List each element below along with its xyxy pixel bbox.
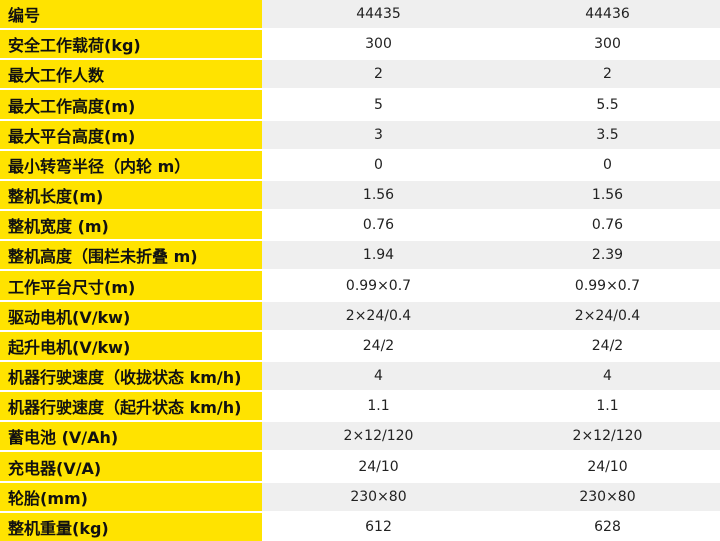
row-label: 工作平台尺寸(m) xyxy=(0,271,262,300)
row-label: 最小转弯半径（内轮 m） xyxy=(0,150,262,179)
row-label: 整机宽度 (m) xyxy=(0,211,262,240)
row-label: 编号 xyxy=(0,0,262,29)
row-value: 0.76 xyxy=(591,217,624,234)
row-value: 2×24/0.4 xyxy=(495,301,720,330)
row-value: 628 xyxy=(594,518,621,535)
row-value: 612 xyxy=(365,518,392,535)
row-value: 3.5 xyxy=(495,120,720,149)
row-value: 2×12/120 xyxy=(495,422,720,451)
row-label: 轮胎(mm) xyxy=(0,482,262,511)
row-label: 安全工作载荷(kg) xyxy=(0,30,262,59)
row-value: 1.94 xyxy=(262,241,495,270)
row-label: 最大工作人数 xyxy=(0,60,262,89)
row-value: 0.76 xyxy=(362,217,395,234)
row-value: 4 xyxy=(262,361,495,391)
row-value: 2×12/120 xyxy=(262,422,495,451)
row-value: 1.1 xyxy=(596,398,619,415)
row-value: 5 xyxy=(374,96,383,113)
row-value: 0 xyxy=(603,156,612,173)
row-value: 300 xyxy=(594,36,621,53)
row-label: 充电器(V/A) xyxy=(0,452,262,481)
row-label: 蓄电池 (V/Ah) xyxy=(0,422,262,451)
row-label: 最大平台高度(m) xyxy=(0,120,262,149)
row-value: 4 xyxy=(495,361,720,391)
row-value: 0.99×0.7 xyxy=(345,277,412,294)
row-value: 24/10 xyxy=(587,458,628,475)
row-label: 机器行驶速度（收拢状态 km/h) xyxy=(0,361,262,391)
row-value: 0 xyxy=(374,156,383,173)
row-value: 230×80 xyxy=(262,482,495,511)
row-value: 230×80 xyxy=(495,482,720,511)
row-label: 整机重量(kg) xyxy=(0,512,262,541)
row-label: 机器行驶速度（起升状态 km/h) xyxy=(0,392,262,421)
row-value: 2×24/0.4 xyxy=(262,301,495,330)
row-value: 2 xyxy=(495,60,720,89)
row-value: 24/10 xyxy=(358,458,399,475)
row-label: 整机高度（围栏未折叠 m) xyxy=(0,241,262,270)
row-value: 1.56 xyxy=(262,180,495,210)
row-value: 24/2 xyxy=(362,337,395,354)
row-value: 2 xyxy=(262,60,495,89)
row-value: 1.1 xyxy=(367,398,390,415)
row-value: 3 xyxy=(262,120,495,149)
row-label: 整机长度(m) xyxy=(0,180,262,210)
row-value: 1.56 xyxy=(495,180,720,210)
row-value: 44435 xyxy=(262,0,495,29)
row-label: 起升电机(V/kw) xyxy=(0,331,262,360)
row-value: 5.5 xyxy=(596,96,619,113)
row-label: 最大工作高度(m) xyxy=(0,90,262,119)
row-value: 44436 xyxy=(495,0,720,29)
row-value: 300 xyxy=(365,36,392,53)
row-value: 24/2 xyxy=(591,337,624,354)
row-value: 0.99×0.7 xyxy=(574,277,641,294)
row-label: 驱动电机(V/kw) xyxy=(0,301,262,330)
row-value: 2.39 xyxy=(495,241,720,270)
